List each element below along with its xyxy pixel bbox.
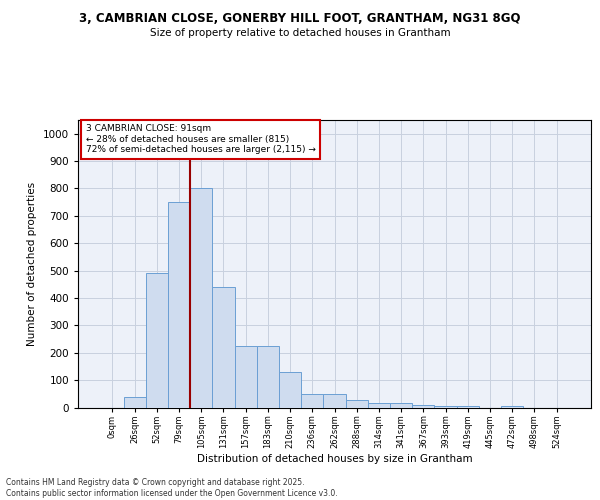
Bar <box>190 188 212 408</box>
Bar <box>279 372 301 408</box>
Text: 3 CAMBRIAN CLOSE: 91sqm
← 28% of detached houses are smaller (815)
72% of semi-d: 3 CAMBRIAN CLOSE: 91sqm ← 28% of detache… <box>86 124 316 154</box>
Bar <box>412 405 434 407</box>
Bar <box>457 406 479 407</box>
Bar <box>501 406 523 407</box>
Bar <box>235 346 257 408</box>
Bar <box>346 400 368 407</box>
Bar <box>390 404 412 407</box>
X-axis label: Distribution of detached houses by size in Grantham: Distribution of detached houses by size … <box>197 454 472 464</box>
Text: Contains HM Land Registry data © Crown copyright and database right 2025.
Contai: Contains HM Land Registry data © Crown c… <box>6 478 338 498</box>
Text: Size of property relative to detached houses in Grantham: Size of property relative to detached ho… <box>149 28 451 38</box>
Bar <box>212 287 235 408</box>
Bar <box>323 394 346 407</box>
Bar <box>257 346 279 408</box>
Bar <box>146 274 168 407</box>
Bar <box>368 404 390 407</box>
Bar <box>434 406 457 407</box>
Text: 3, CAMBRIAN CLOSE, GONERBY HILL FOOT, GRANTHAM, NG31 8GQ: 3, CAMBRIAN CLOSE, GONERBY HILL FOOT, GR… <box>79 12 521 26</box>
Y-axis label: Number of detached properties: Number of detached properties <box>27 182 37 346</box>
Bar <box>301 394 323 407</box>
Bar <box>168 202 190 408</box>
Bar <box>124 396 146 407</box>
